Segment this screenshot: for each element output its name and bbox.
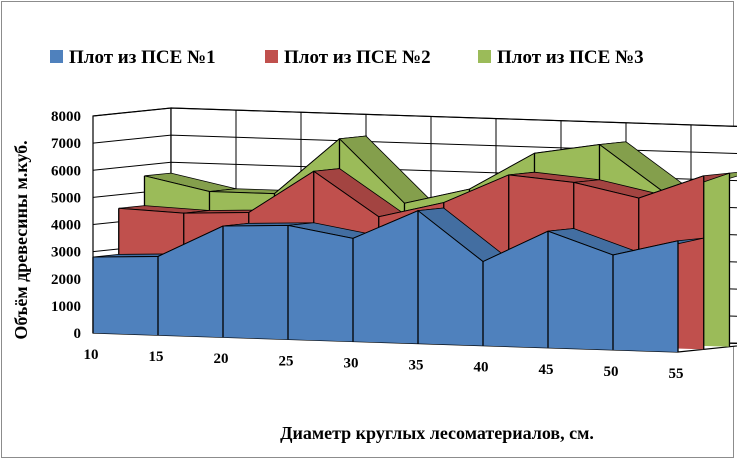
series-front-face (93, 210, 678, 352)
y-tick-label: 2000 (51, 272, 81, 288)
x-tick-label: 35 (409, 358, 424, 374)
x-tick-label: 40 (474, 360, 489, 376)
x-tick-label: 55 (669, 366, 684, 382)
x-tick-label: 20 (214, 351, 229, 367)
legend-swatch (265, 50, 278, 63)
y-tick-label: 6000 (51, 163, 81, 179)
x-tick-label: 10 (84, 347, 99, 363)
y-tick-label: 0 (74, 326, 82, 342)
chart-legend: Плот из ПСЕ №1 Плот из ПСЕ №2 Плот из ПСЕ … (50, 47, 644, 68)
x-tick-label: 30 (344, 355, 359, 371)
legend-swatch (50, 50, 63, 63)
y-axis-ticks: 8000 7000 6000 5000 4000 3000 2000 1000 0 (51, 109, 81, 342)
x-tick-label: 15 (149, 349, 164, 365)
legend-label: Плот из ПСЕ №2 (284, 47, 431, 68)
y-axis-title: Объём древесины м.куб. (11, 140, 31, 339)
legend-label: Плот из ПСЕ №1 (69, 47, 216, 68)
chart-series (92, 135, 737, 352)
x-tick-label: 25 (279, 353, 294, 369)
legend-swatch (478, 50, 491, 63)
y-tick-label: 8000 (51, 109, 81, 125)
y-tick-label: 7000 (51, 136, 81, 152)
series-line (144, 138, 730, 204)
x-tick-label: 45 (539, 362, 554, 378)
y-tick-label: 4000 (51, 218, 81, 234)
x-axis-ticks: 10 15 20 25 30 35 40 45 50 55 (84, 347, 684, 382)
y-tick-label: 1000 (51, 299, 81, 315)
x-tick-label: 50 (604, 364, 619, 380)
series-line (118, 170, 704, 218)
series-line (92, 210, 679, 263)
y-tick-label: 3000 (51, 245, 81, 261)
x-axis-title: Диаметр круглых лесоматериалов, см. (280, 423, 594, 443)
y-tick-label: 5000 (51, 190, 81, 206)
series-1 (92, 207, 704, 352)
legend-label: Плот из ПСЕ №3 (497, 47, 644, 68)
